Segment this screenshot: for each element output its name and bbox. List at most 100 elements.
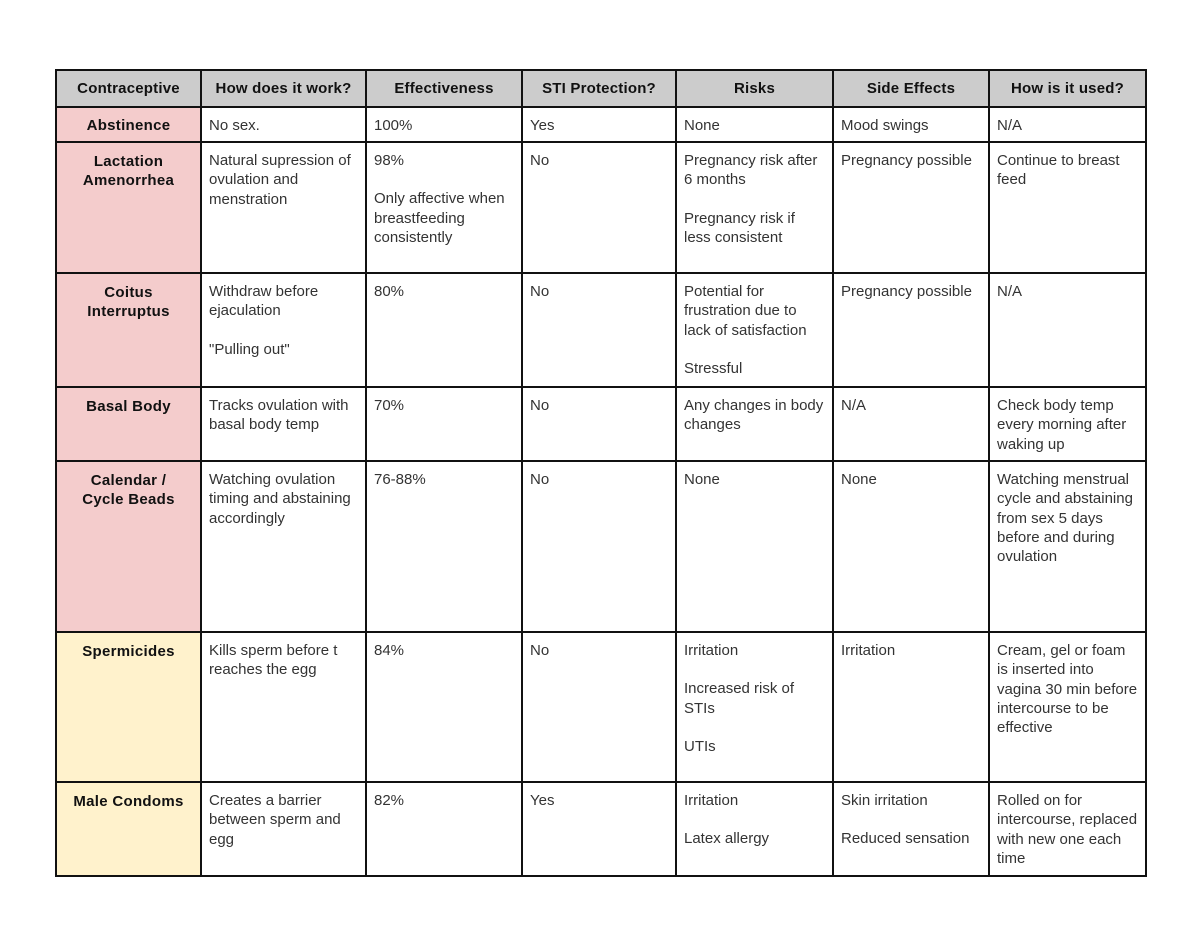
usage-text: N/A bbox=[997, 283, 1023, 301]
sti-cell: No bbox=[521, 141, 677, 275]
header-how-it-works: How does it work? bbox=[200, 69, 367, 108]
table-row: Basal Body Tracks ovulation with basal b… bbox=[55, 386, 1147, 463]
header-effectiveness: Effectiveness bbox=[365, 69, 523, 108]
risks-text: Latex allergy bbox=[684, 830, 770, 848]
sti-cell: No bbox=[521, 386, 677, 463]
side-effects-cell: Pregnancy possible bbox=[832, 141, 990, 275]
contraceptive-name: Male Condoms bbox=[73, 793, 184, 811]
effectiveness-text: 98% bbox=[374, 152, 405, 170]
sti-text: No bbox=[530, 283, 550, 301]
effectiveness-text: 76-88% bbox=[374, 471, 426, 489]
how-cell: Kills sperm before t reaches the egg bbox=[200, 631, 367, 784]
risks-text: Stressful bbox=[684, 359, 743, 377]
how-text: "Pulling out" bbox=[209, 340, 290, 358]
risks-text: None bbox=[684, 471, 720, 489]
how-text: Withdraw before ejaculation bbox=[209, 283, 323, 320]
risks-cell: Irritation Increased risk of STIs UTIs bbox=[675, 631, 834, 784]
risks-cell: Irritation Latex allergy bbox=[675, 781, 834, 878]
effectiveness-text: 100% bbox=[374, 117, 413, 134]
side-effects-text: N/A bbox=[841, 397, 867, 415]
contraceptive-name-cell: Spermicides bbox=[55, 631, 202, 784]
sti-text: No bbox=[530, 152, 550, 170]
how-cell: Watching ovulation timing and abstaining… bbox=[200, 460, 367, 634]
side-effects-text: Irritation bbox=[841, 642, 896, 660]
usage-text: Check body temp every morning after waki… bbox=[997, 397, 1131, 453]
usage-cell: N/A bbox=[988, 272, 1147, 389]
risks-text: None bbox=[684, 117, 720, 134]
side-effects-text: Skin irritation bbox=[841, 792, 928, 810]
contraceptive-name: Abstinence bbox=[86, 117, 171, 134]
usage-cell: Cream, gel or foam is inserted into vagi… bbox=[988, 631, 1147, 784]
contraceptive-name: Spermicides bbox=[82, 643, 175, 661]
contraceptive-name: Basal Body bbox=[86, 398, 171, 416]
effectiveness-text: 84% bbox=[374, 642, 405, 660]
risks-text: Increased risk of STIs bbox=[684, 680, 799, 717]
sti-cell: No bbox=[521, 272, 677, 389]
header-how-used: How is it used? bbox=[988, 69, 1147, 108]
contraceptive-name-cell: Calendar / Cycle Beads bbox=[55, 460, 202, 634]
effectiveness-text: 82% bbox=[374, 792, 405, 810]
how-text: No sex. bbox=[209, 117, 260, 134]
usage-text: Watching menstrual cycle and abstaining … bbox=[997, 471, 1138, 566]
risks-cell: Any changes in body changes bbox=[675, 386, 834, 463]
contraceptive-name: Coitus Interruptus bbox=[87, 284, 170, 321]
sti-text: No bbox=[530, 642, 550, 660]
sti-cell: Yes bbox=[521, 105, 677, 144]
side-effects-cell: Irritation bbox=[832, 631, 990, 784]
sti-cell: Yes bbox=[521, 781, 677, 878]
effectiveness-text: 80% bbox=[374, 283, 405, 301]
risks-text: Pregnancy risk after 6 months bbox=[684, 152, 822, 189]
risks-cell: None bbox=[675, 460, 834, 634]
usage-cell: Watching menstrual cycle and abstaining … bbox=[988, 460, 1147, 634]
effectiveness-text: 70% bbox=[374, 397, 405, 415]
side-effects-cell: None bbox=[832, 460, 990, 634]
usage-text: N/A bbox=[997, 117, 1023, 134]
contraceptive-name-cell: Basal Body bbox=[55, 386, 202, 463]
how-cell: Tracks ovulation with basal body temp bbox=[200, 386, 367, 463]
risks-text: UTIs bbox=[684, 737, 716, 755]
table-row: Calendar / Cycle Beads Watching ovulatio… bbox=[55, 460, 1147, 634]
effectiveness-cell: 80% bbox=[365, 272, 523, 389]
risks-text: Pregnancy risk if less consistent bbox=[684, 209, 800, 246]
how-cell: Natural supression of ovulation and mens… bbox=[200, 141, 367, 275]
risks-text: Irritation bbox=[684, 792, 739, 810]
effectiveness-cell: 98% Only affective when breastfeeding con… bbox=[365, 141, 523, 275]
usage-cell: N/A bbox=[988, 105, 1147, 144]
contraceptive-name-cell: Male Condoms bbox=[55, 781, 202, 878]
usage-cell: Check body temp every morning after waki… bbox=[988, 386, 1147, 463]
side-effects-text: None bbox=[841, 471, 877, 489]
how-cell: No sex. bbox=[200, 105, 367, 144]
usage-text: Cream, gel or foam is inserted into vagi… bbox=[997, 642, 1142, 737]
risks-cell: Pregnancy risk after 6 months Pregnancy r… bbox=[675, 141, 834, 275]
header-risks: Risks bbox=[675, 69, 834, 108]
risks-cell: Potential for frustration due to lack of… bbox=[675, 272, 834, 389]
side-effects-cell: Skin irritation Reduced sensation bbox=[832, 781, 990, 878]
contraceptive-comparison-table: Contraceptive How does it work? Effectiv… bbox=[55, 69, 1147, 878]
how-text: Natural supression of ovulation and mens… bbox=[209, 152, 355, 208]
risks-text: Any changes in body changes bbox=[684, 397, 828, 434]
effectiveness-note: Only affective when breastfeeding consis… bbox=[374, 190, 509, 246]
sti-text: No bbox=[530, 471, 550, 489]
table-row: Lactation Amenorrhea Natural supression … bbox=[55, 141, 1147, 275]
effectiveness-cell: 84% bbox=[365, 631, 523, 784]
sti-text: Yes bbox=[530, 117, 555, 134]
effectiveness-cell: 76-88% bbox=[365, 460, 523, 634]
side-effects-text: Pregnancy possible bbox=[841, 283, 972, 301]
header-sti-protection: STI Protection? bbox=[521, 69, 677, 108]
how-text: Creates a barrier between sperm and egg bbox=[209, 792, 345, 848]
effectiveness-cell: 70% bbox=[365, 386, 523, 463]
contraceptive-name-cell: Lactation Amenorrhea bbox=[55, 141, 202, 275]
side-effects-text: Reduced sensation bbox=[841, 830, 970, 848]
how-text: Tracks ovulation with basal body temp bbox=[209, 397, 353, 434]
effectiveness-cell: 100% bbox=[365, 105, 523, 144]
header-row: Contraceptive How does it work? Effectiv… bbox=[55, 69, 1147, 108]
side-effects-cell: N/A bbox=[832, 386, 990, 463]
contraceptive-name-cell: Abstinence bbox=[55, 105, 202, 144]
side-effects-text: Mood swings bbox=[841, 117, 929, 134]
side-effects-cell: Pregnancy possible bbox=[832, 272, 990, 389]
sti-text: No bbox=[530, 397, 550, 415]
contraceptive-name: Calendar / Cycle Beads bbox=[82, 472, 175, 509]
risks-text: Irritation bbox=[684, 642, 739, 660]
table-row: Male Condoms Creates a barrier between s… bbox=[55, 781, 1147, 878]
